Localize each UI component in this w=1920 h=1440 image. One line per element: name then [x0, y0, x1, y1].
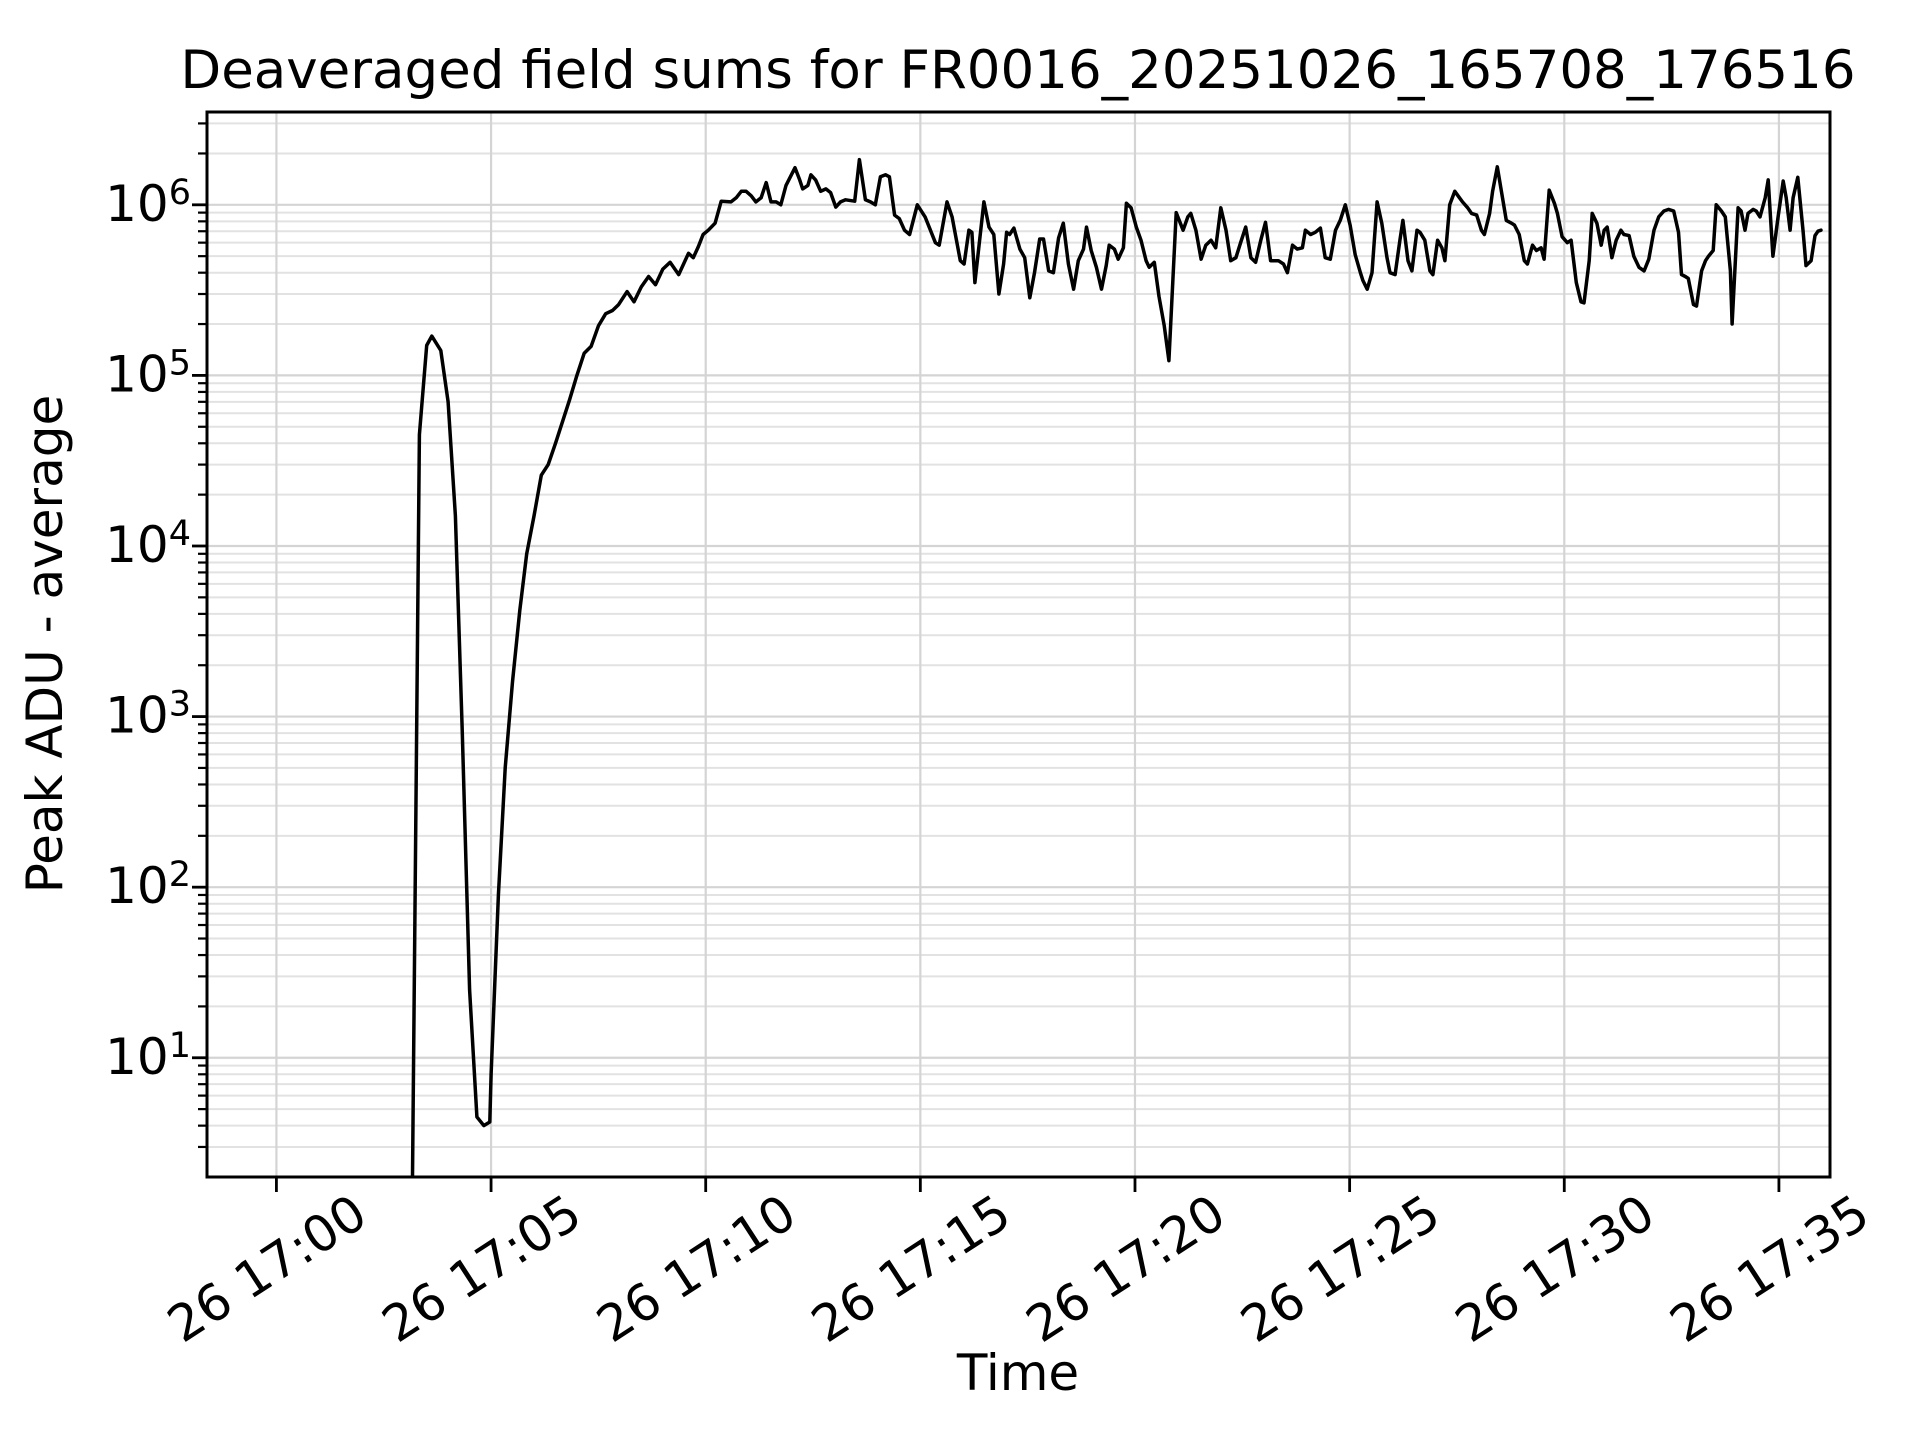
data-line	[410, 157, 1823, 1177]
data-layer	[410, 157, 1823, 1177]
x-tick-label: 26 17:00	[158, 1184, 377, 1354]
y-tick-label: 103	[105, 685, 191, 745]
x-tick-label: 26 17:30	[1445, 1184, 1664, 1354]
y-tick-label: 104	[105, 514, 191, 574]
grid-layer	[207, 112, 1830, 1177]
x-tick-label: 26 17:25	[1231, 1184, 1450, 1354]
y-axis-label: Peak ADU - average	[16, 395, 74, 893]
x-tick-label: 26 17:20	[1016, 1184, 1235, 1354]
chart-title: Deaveraged field sums for FR0016_2025102…	[180, 40, 1855, 101]
x-tick-label: 26 17:05	[372, 1184, 591, 1354]
y-tick-label: 105	[105, 343, 191, 403]
x-tick-label: 26 17:15	[802, 1184, 1021, 1354]
plot-border	[205, 110, 1832, 1179]
y-tick-label: 102	[105, 855, 191, 915]
x-tick-label: 26 17:35	[1660, 1184, 1879, 1354]
tick-layer	[192, 122, 1781, 1192]
x-axis-label: Time	[956, 1344, 1079, 1402]
x-tick-label: 26 17:10	[587, 1184, 806, 1354]
y-tick-label: 101	[105, 1026, 191, 1086]
y-tick-label: 106	[105, 173, 191, 233]
